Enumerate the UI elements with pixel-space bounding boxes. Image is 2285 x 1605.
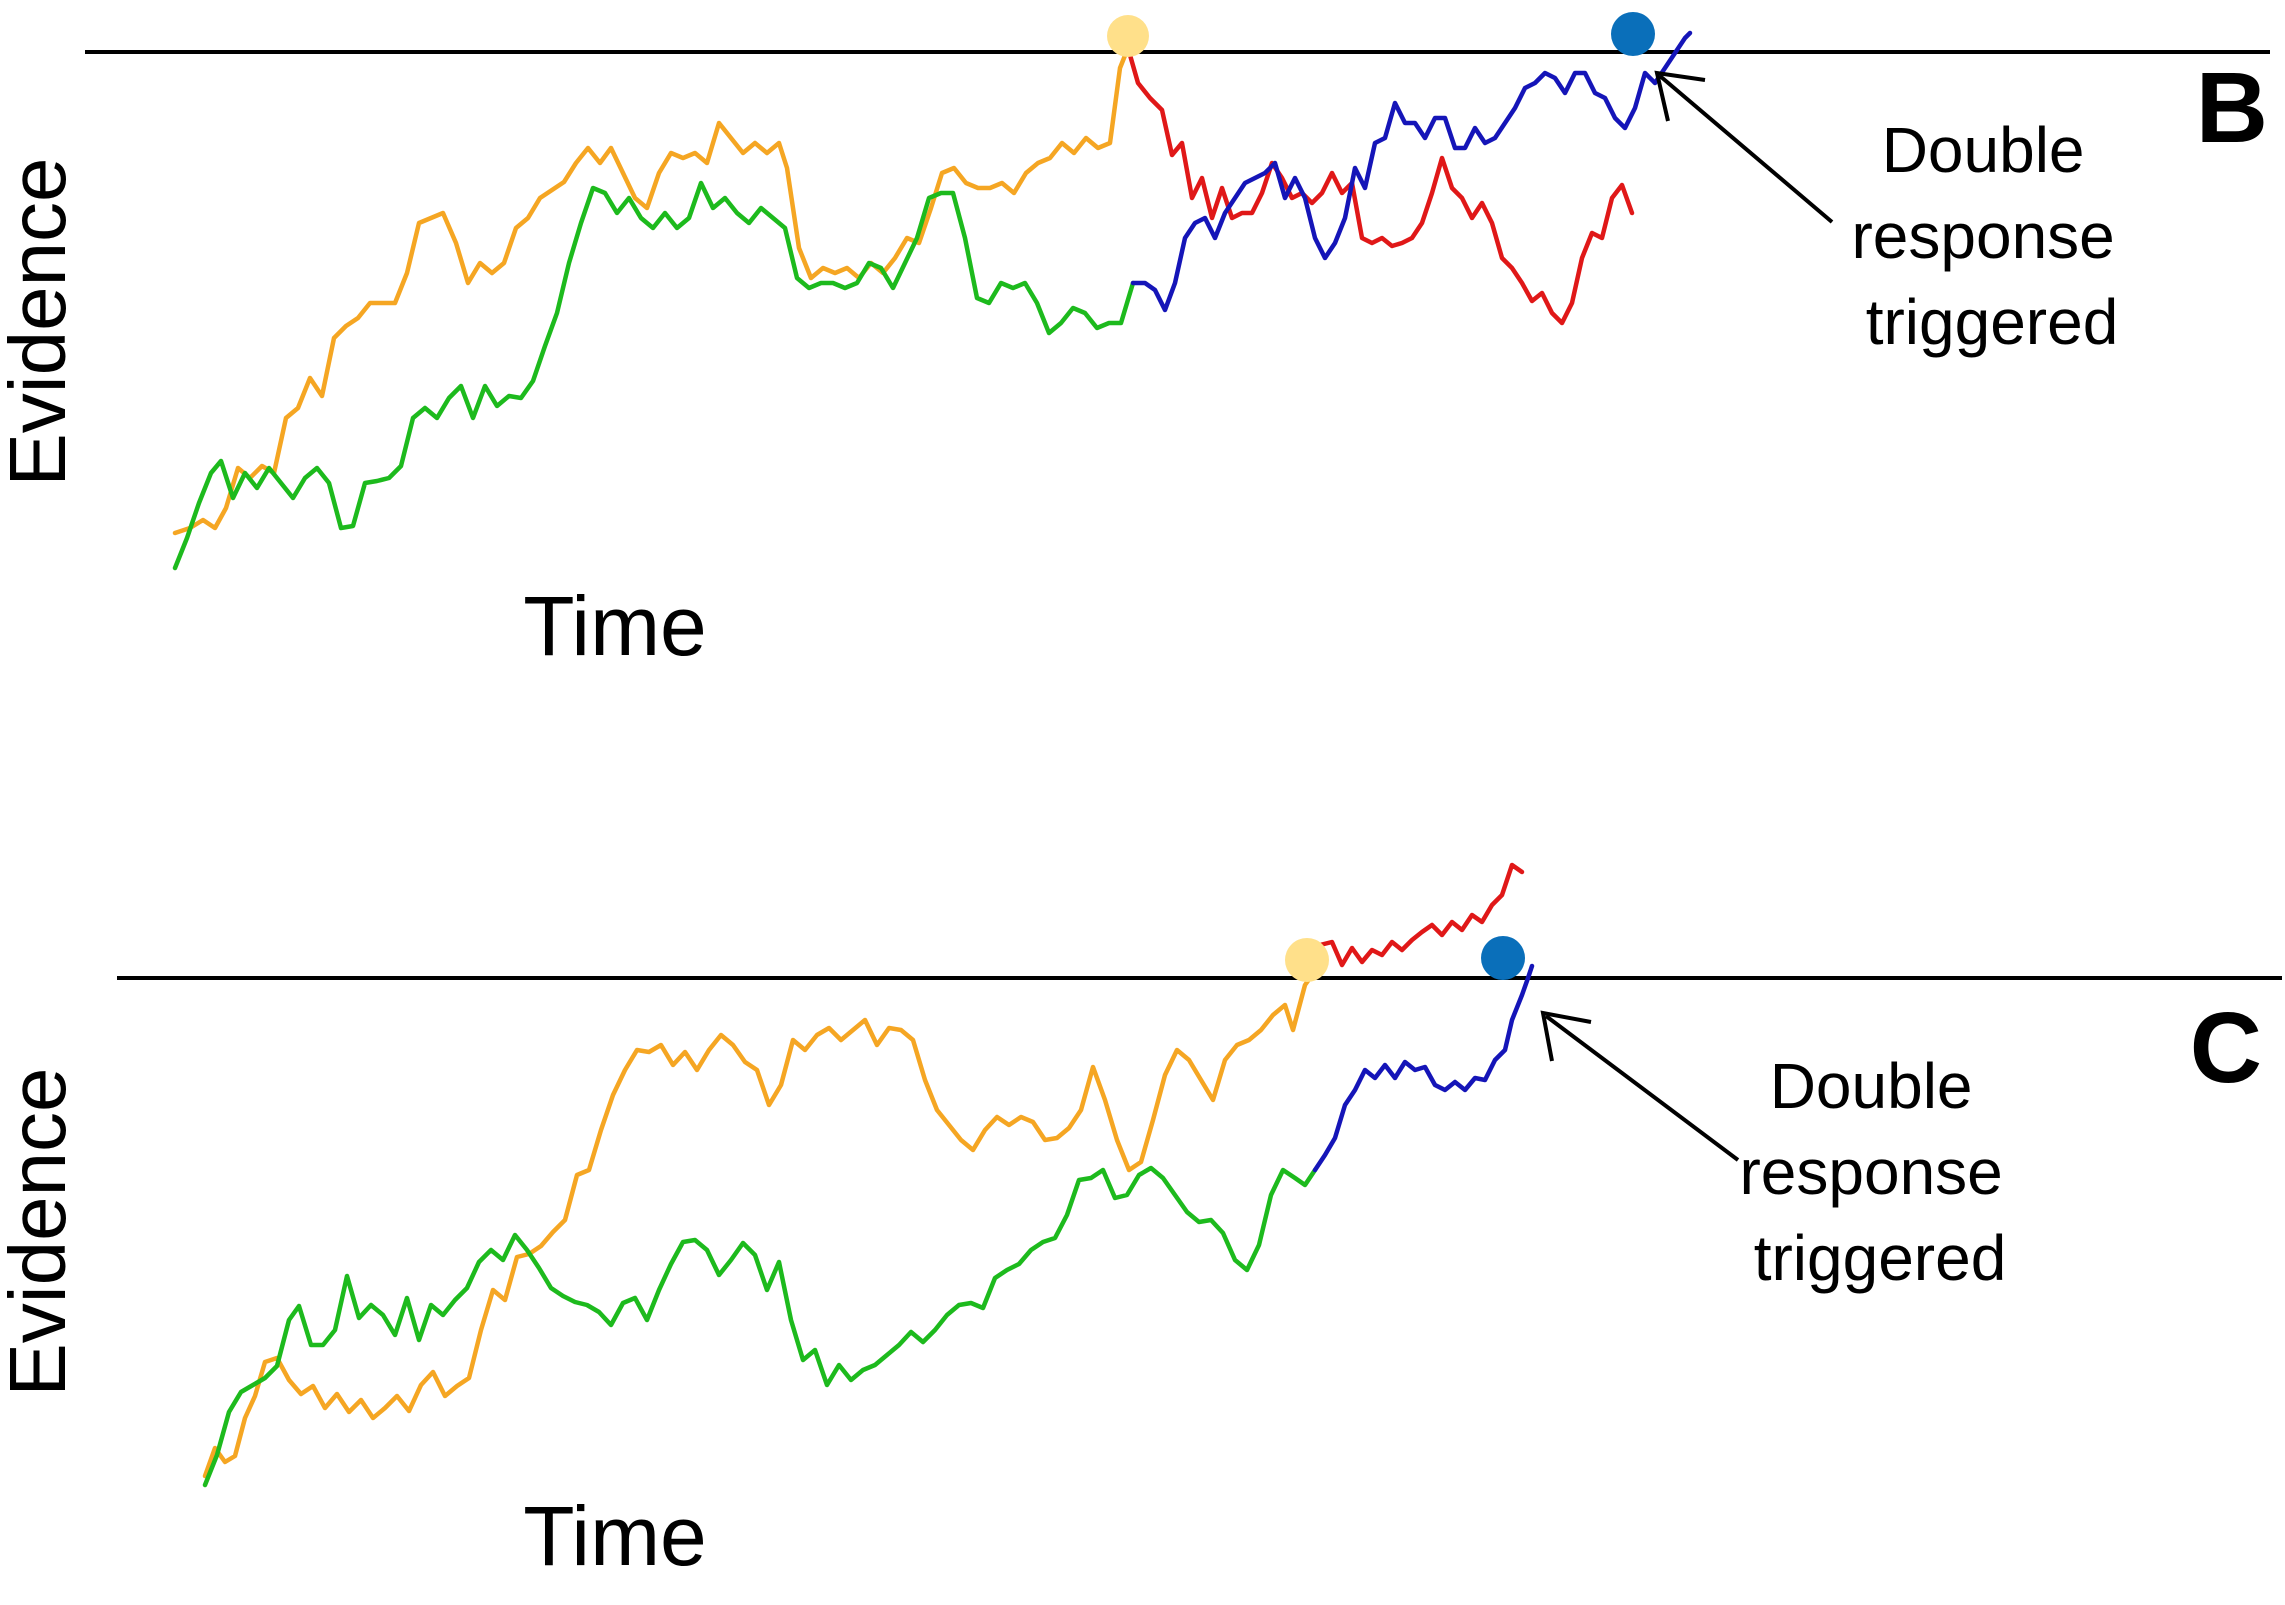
x-axis-label: Time: [523, 1489, 707, 1583]
green-trace: [172, 180, 1136, 571]
annotation-line: response: [1739, 1136, 2002, 1208]
first-response-marker: [1107, 15, 1149, 57]
annotation-line: triggered: [1866, 286, 2119, 358]
orange-trace: [172, 45, 1131, 536]
y-axis-label: Evidence: [0, 1067, 82, 1396]
green-trace: [202, 1165, 1318, 1488]
red-trace: [1125, 45, 1635, 326]
annotation-arrow: [1654, 70, 1834, 224]
panel-c: C Evidence Time Double response triggere…: [0, 862, 2282, 1583]
annotation-line: response: [1851, 200, 2114, 272]
annotation-text: Double response triggered: [1851, 114, 2132, 358]
panel-letter: B: [2196, 52, 2268, 164]
second-response-marker: [1611, 12, 1655, 56]
blue-trace: [1312, 963, 1535, 1173]
orange-trace: [202, 975, 1313, 1479]
annotation-text: Double response triggered: [1739, 1050, 2020, 1294]
red-trace: [1307, 862, 1525, 981]
annotation-arrow: [1540, 1010, 1740, 1162]
y-axis-label: Evidence: [0, 157, 82, 486]
annotation-line: Double: [1770, 1050, 1973, 1122]
second-response-marker: [1481, 936, 1525, 980]
annotation-line: triggered: [1754, 1222, 2007, 1294]
first-response-marker: [1285, 938, 1329, 982]
x-axis-label: Time: [523, 579, 707, 673]
annotation-line: Double: [1882, 114, 2085, 186]
blue-trace: [1130, 30, 1693, 313]
panel-b: B Evidence Time Double response triggere…: [0, 12, 2270, 673]
panel-letter: C: [2190, 992, 2262, 1104]
